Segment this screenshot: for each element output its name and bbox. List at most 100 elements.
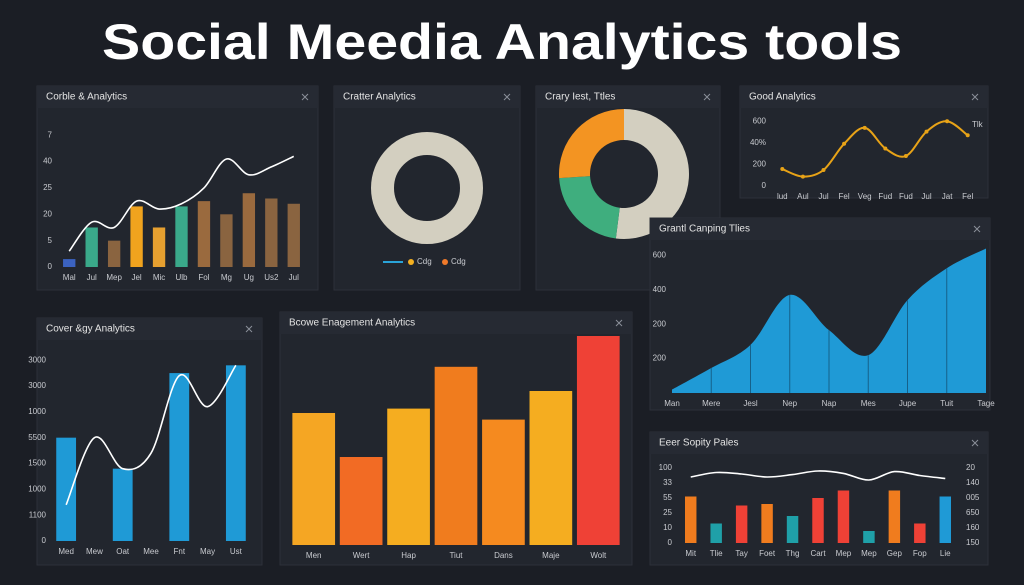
- close-icon: [245, 325, 253, 333]
- x-tick-label: Men: [306, 551, 322, 560]
- x-tick-label: Cart: [810, 549, 826, 558]
- y-tick-label: 10: [663, 523, 672, 532]
- x-tick-label: Mes: [861, 399, 876, 408]
- point: [780, 167, 785, 172]
- y2-tick-label: 150: [966, 538, 980, 547]
- bar: [175, 206, 188, 267]
- x-tick-label: Fol: [198, 273, 209, 282]
- y-tick-label: 0: [48, 262, 53, 271]
- y-tick-label: 200: [653, 354, 667, 363]
- x-tick-label: Fel: [962, 192, 973, 201]
- bar: [685, 496, 697, 543]
- y-tick-label: 600: [653, 250, 667, 259]
- panel: [333, 85, 521, 291]
- x-tick-label: Jul: [289, 273, 299, 282]
- x-tick-label: Jul: [818, 192, 828, 201]
- y-tick-label: 100: [659, 463, 673, 472]
- panel-header: [650, 218, 990, 240]
- y-tick-label: 600: [753, 116, 767, 125]
- bar: [914, 523, 926, 543]
- x-tick-label: Mg: [221, 273, 232, 282]
- y-tick-label: 25: [663, 508, 672, 517]
- y-tick-label: 40%: [750, 138, 766, 147]
- y-tick-label: 3000: [28, 381, 46, 390]
- bar: [63, 259, 76, 267]
- bar: [56, 437, 77, 541]
- x-tick-label: Mere: [702, 399, 721, 408]
- x-tick-label: lud: [777, 192, 788, 201]
- donut-ring: [371, 132, 483, 244]
- point: [883, 146, 888, 151]
- bar: [169, 373, 190, 541]
- x-tick-label: Fud: [878, 192, 892, 201]
- bar: [434, 366, 478, 545]
- y-tick-label: 200: [753, 160, 767, 169]
- x-tick-label: Mal: [63, 273, 76, 282]
- x-tick-label: Mep: [106, 273, 122, 282]
- x-tick-label: Us2: [264, 273, 279, 282]
- point: [903, 153, 908, 158]
- bar: [387, 408, 430, 545]
- legend-dot: [408, 259, 414, 265]
- point: [945, 119, 950, 124]
- panel-title: Grantl Canping Tlies: [659, 224, 750, 235]
- close-icon: [503, 93, 511, 101]
- x-tick-label: Thg: [786, 549, 800, 558]
- y-tick-label: 0: [668, 538, 673, 547]
- point: [800, 174, 805, 179]
- panel-header: [280, 312, 632, 334]
- bar: [112, 468, 133, 541]
- y-tick-label: 5500: [28, 433, 46, 442]
- x-tick-label: Oat: [116, 547, 130, 556]
- bar: [786, 516, 799, 543]
- point: [821, 168, 826, 173]
- y-tick-label: 1100: [29, 510, 47, 519]
- bar: [761, 504, 773, 543]
- x-tick-label: Med: [58, 547, 74, 556]
- y-tick-label: 1000: [28, 407, 46, 416]
- bar: [939, 496, 951, 543]
- x-tick-label: Nep: [782, 399, 797, 408]
- x-tick-label: Fnt: [174, 547, 186, 556]
- y-tick-label: 0: [762, 181, 767, 190]
- x-tick-label: Mew: [86, 547, 103, 556]
- bar: [287, 203, 300, 267]
- line: [781, 120, 969, 178]
- x-tick-label: Mee: [143, 547, 159, 556]
- y2-tick-label: 160: [966, 523, 980, 532]
- x-tick-label: Gep: [887, 549, 903, 558]
- y2-tick-label: 005: [966, 493, 980, 502]
- panel-header: [740, 86, 988, 108]
- bar: [220, 214, 233, 267]
- bar: [107, 240, 121, 267]
- panel-title: Crary Iest, Ttles: [545, 92, 615, 103]
- x-tick-label: Jat: [942, 192, 953, 201]
- legend-dot: [442, 259, 448, 265]
- y-tick-label: 1500: [28, 459, 46, 468]
- x-tick-label: Fud: [899, 192, 913, 201]
- x-tick-label: Fop: [913, 549, 927, 558]
- panel-header: [37, 318, 262, 340]
- x-tick-label: Tlie: [710, 549, 723, 558]
- y-tick-label: 55: [663, 493, 672, 502]
- x-tick-label: Tuit: [940, 399, 954, 408]
- bar: [529, 391, 573, 545]
- page-title: Social Meedia Analytics tools: [102, 14, 902, 70]
- point: [924, 129, 929, 134]
- close-icon: [971, 439, 979, 447]
- x-tick-label: Wert: [353, 551, 371, 560]
- donut-slice: [559, 109, 624, 179]
- y-tick-label: 1000: [28, 484, 46, 493]
- x-tick-label: Ulb: [175, 273, 188, 282]
- donut-slice: [559, 176, 620, 239]
- x-tick-label: Mep: [836, 549, 852, 558]
- y2-tick-label: 650: [966, 508, 980, 517]
- close-icon: [703, 93, 711, 101]
- x-tick-label: Ug: [244, 273, 254, 282]
- x-tick-label: Mic: [153, 273, 165, 282]
- point: [965, 133, 970, 138]
- bar: [339, 457, 383, 545]
- x-tick-label: Mit: [685, 549, 696, 558]
- x-tick-label: Wolt: [590, 551, 607, 560]
